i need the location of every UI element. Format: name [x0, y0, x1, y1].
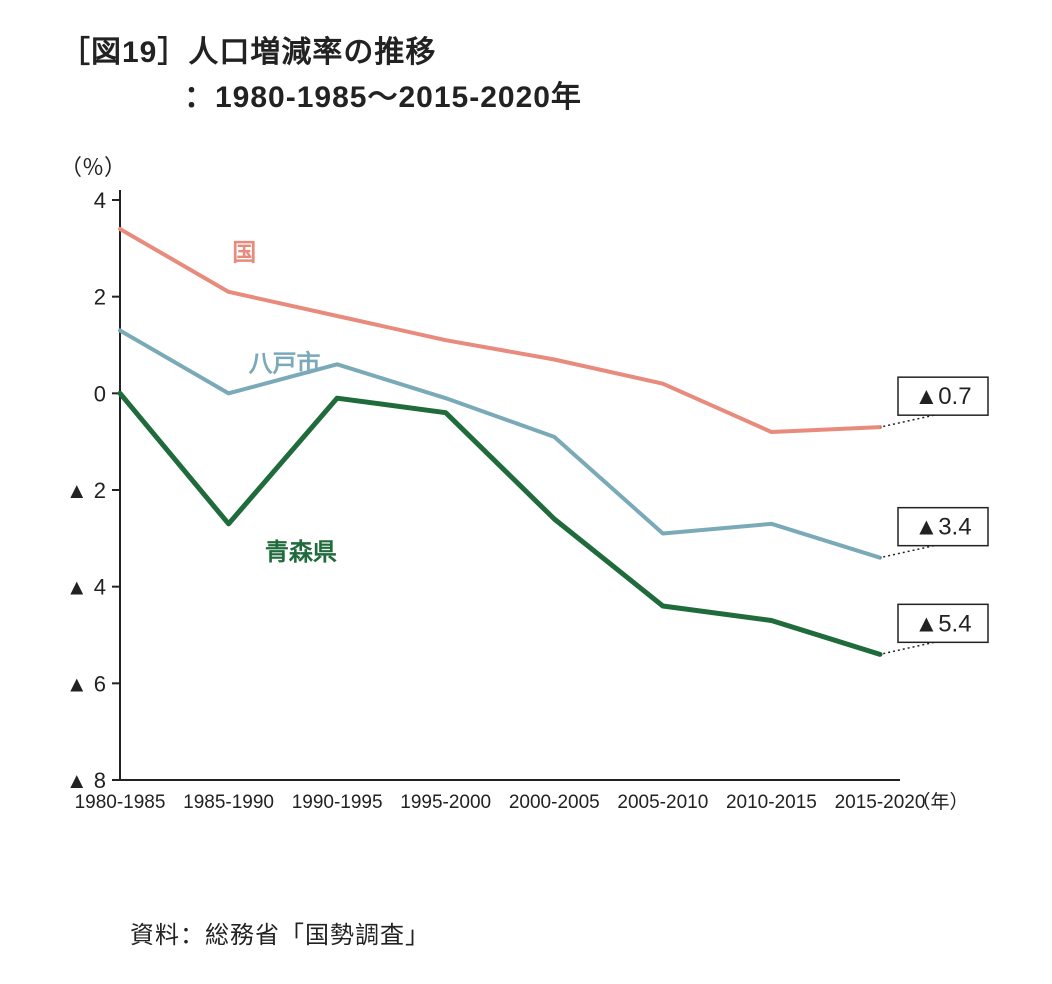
x-tick-label: 1990-1995: [292, 792, 383, 813]
x-tick-label: 2010-2015: [726, 792, 817, 813]
title-line-2: ：1980-1985～2015-2020年: [60, 81, 582, 114]
series-label-八戸市: 八戸市: [249, 349, 321, 377]
y-tick-label: ▲ 6: [66, 671, 106, 696]
x-tick-label: 2005-2010: [617, 792, 708, 813]
y-tick-label: ▲ 2: [66, 478, 106, 503]
series-label-青森県: 青森県: [265, 539, 337, 566]
x-axis-unit: （年）: [911, 791, 968, 813]
y-tick-label: 0: [94, 381, 106, 406]
chart-title: ［図19］人口増減率の推移 ：1980-1985～2015-2020年: [60, 30, 582, 120]
source-note: 資料：総務省「国勢調査」: [130, 915, 430, 950]
callout-leader-青森県: [880, 642, 934, 654]
y-tick-label: ▲ 4: [66, 575, 106, 600]
series-label-国: 国: [232, 239, 256, 266]
title-line-1: ［図19］人口増減率の推移: [60, 36, 436, 69]
figure-page: ［図19］人口増減率の推移 ：1980-1985～2015-2020年 （％） …: [0, 0, 1052, 984]
line-chart-svg: 4 2 0 ▲ 2 ▲ 4 ▲ 6 ▲ 81980-1985 1985-1990 1990-19…: [50, 150, 1010, 870]
y-tick-label: 4: [94, 188, 106, 213]
callout-text-国: ▲0.7: [914, 383, 971, 410]
x-tick-label: 1985-1990: [183, 792, 274, 813]
callout-text-八戸市: ▲3.4: [914, 514, 971, 541]
series-line-八戸市: [120, 331, 880, 558]
x-tick-label: 1995-2000: [400, 792, 491, 813]
x-tick-label: 1980-1985: [75, 792, 166, 813]
callout-leader-国: [880, 415, 934, 427]
y-tick-label: 2: [94, 285, 106, 310]
callout-leader-八戸市: [880, 546, 934, 558]
y-tick-label: ▲ 8: [66, 768, 106, 793]
x-tick-label: 2000-2005: [509, 792, 600, 813]
callout-text-青森県: ▲5.4: [914, 610, 971, 637]
chart-area: 4 2 0 ▲ 2 ▲ 4 ▲ 6 ▲ 81980-1985 1985-1990 1990-19…: [50, 150, 1010, 870]
